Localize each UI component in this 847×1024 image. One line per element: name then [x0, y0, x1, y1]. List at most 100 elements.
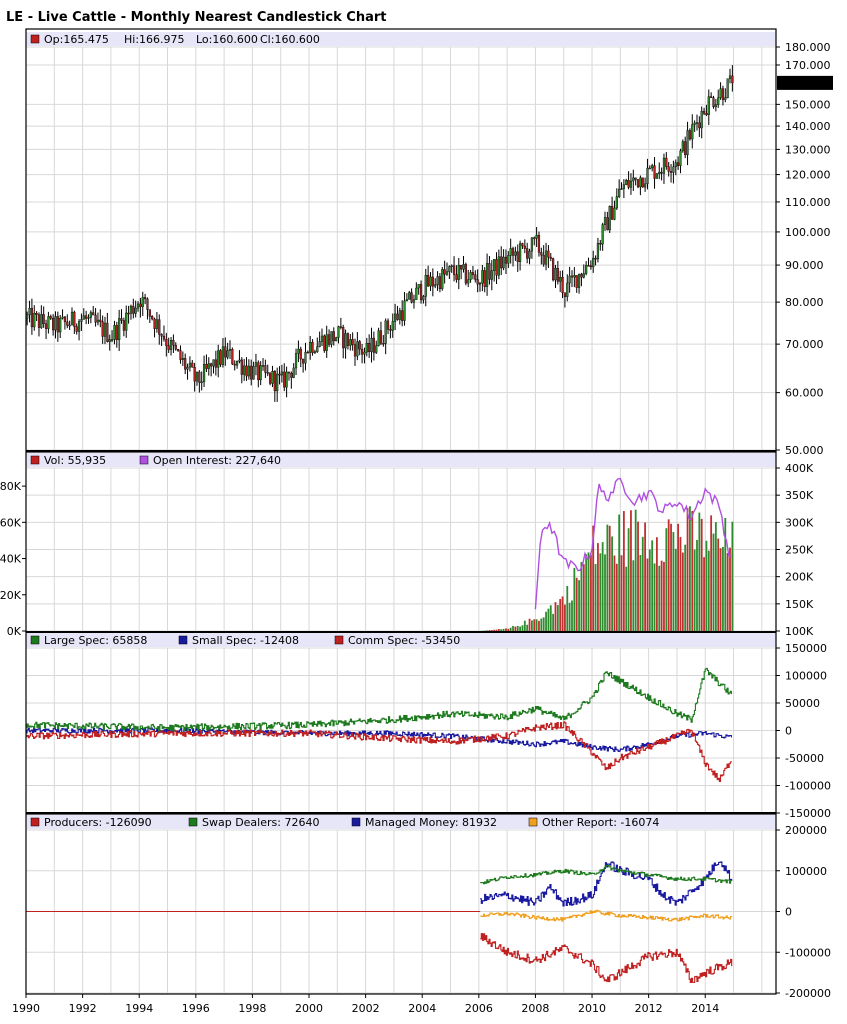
- candle-body: [481, 270, 484, 284]
- candle-body: [627, 180, 630, 188]
- candle-body: [346, 333, 350, 346]
- candle-body: [188, 362, 192, 368]
- candle-body: [332, 331, 335, 342]
- candle-body: [342, 327, 345, 349]
- candle-body: [330, 331, 333, 345]
- candle-body: [153, 318, 156, 329]
- x-tick-label: 2008: [521, 1002, 549, 1015]
- candle-body: [269, 372, 272, 384]
- candle-body: [195, 371, 199, 382]
- candle-body: [235, 360, 239, 366]
- candle-body: [511, 248, 515, 256]
- candle-body: [613, 207, 616, 220]
- candle-body: [488, 263, 491, 280]
- candle-body: [252, 366, 255, 380]
- volume-bar: [700, 518, 703, 631]
- candle-body: [160, 334, 163, 337]
- candle-body: [306, 351, 309, 354]
- candle-body: [212, 359, 215, 367]
- volume-bar: [552, 613, 555, 631]
- candle-body: [351, 339, 354, 345]
- volume-bar: [729, 547, 731, 631]
- chart-title: LE - Live Cattle - Monthly Nearest Candl…: [6, 10, 386, 25]
- price-legend-low: Lo:160.600: [196, 33, 258, 46]
- candle-body: [148, 309, 151, 317]
- candle-body: [552, 258, 555, 281]
- candle-body: [165, 338, 168, 346]
- volume-legend-bar: [26, 453, 776, 467]
- volume-bar: [589, 554, 592, 631]
- volume-bar: [523, 620, 526, 631]
- volume-bar: [528, 618, 531, 631]
- price-tick-label: 180.000: [785, 41, 831, 54]
- candle-body: [200, 381, 203, 384]
- large-spec-swatch: [30, 635, 40, 645]
- x-tick-label: 2006: [465, 1002, 493, 1015]
- candle-body: [132, 305, 135, 314]
- candle-body: [592, 257, 595, 268]
- candle-body: [544, 250, 548, 265]
- x-tick-label: 1992: [69, 1002, 97, 1015]
- candle-body: [462, 264, 465, 270]
- candle-body: [299, 348, 302, 360]
- volume-bar: [490, 630, 493, 631]
- volume-bar: [691, 510, 694, 631]
- oi-tick-label: 350K: [785, 489, 814, 502]
- candle-body: [276, 373, 279, 392]
- candle-body: [610, 206, 614, 220]
- price-tick-label: 60.000: [785, 387, 824, 400]
- candle-body: [700, 110, 703, 129]
- price-tick-label: 140.000: [785, 120, 831, 133]
- volume-bar: [634, 509, 637, 631]
- candle-body: [705, 113, 708, 115]
- candle-body: [686, 130, 689, 156]
- price-tick-label: 120.000: [785, 169, 831, 182]
- candle-body: [294, 353, 298, 369]
- candle-body: [490, 270, 493, 280]
- candle-body: [297, 348, 300, 354]
- candle-body: [75, 326, 78, 332]
- candle-body: [563, 292, 567, 297]
- candle-body: [403, 300, 406, 321]
- small-spec-line: [26, 727, 732, 753]
- price-tick-label: 80.000: [785, 296, 824, 309]
- candle-body: [77, 321, 81, 332]
- candle-body: [415, 287, 418, 300]
- x-tick-label: 2010: [578, 1002, 606, 1015]
- volume-bars-group: [481, 506, 734, 631]
- volume-bar: [559, 599, 562, 631]
- candle-body: [672, 166, 675, 173]
- candle-body: [702, 110, 706, 114]
- candle-body: [679, 150, 682, 166]
- large-spec-label: Large Spec: 65858: [44, 634, 147, 647]
- swap-swatch: [188, 817, 198, 827]
- candle-body: [205, 363, 208, 369]
- volume-bar: [707, 550, 710, 631]
- oi-legend-swatch: [139, 455, 149, 465]
- volume-bar: [674, 548, 677, 631]
- candle-body: [335, 337, 338, 342]
- volume-bar: [655, 537, 658, 631]
- candle-body: [568, 275, 571, 284]
- volume-bar: [644, 522, 647, 631]
- candle-body: [478, 282, 482, 285]
- candle-body: [606, 217, 609, 231]
- candle-body: [504, 256, 508, 264]
- candle-body: [601, 224, 604, 245]
- candle-body: [184, 358, 187, 370]
- volume-bar: [705, 540, 708, 631]
- candle-body: [379, 330, 383, 344]
- candle-body: [144, 297, 147, 300]
- candle-body: [603, 217, 607, 225]
- candle-body: [353, 344, 357, 357]
- volume-bar: [689, 506, 691, 631]
- candle-body: [457, 264, 460, 280]
- candle-body: [582, 273, 585, 278]
- volume-bar: [618, 514, 621, 631]
- candle-body: [570, 275, 574, 278]
- volume-bar: [564, 604, 566, 631]
- candle-body: [96, 319, 100, 323]
- candle-body: [325, 334, 328, 351]
- candle-body: [674, 162, 677, 168]
- candle-body: [73, 311, 76, 327]
